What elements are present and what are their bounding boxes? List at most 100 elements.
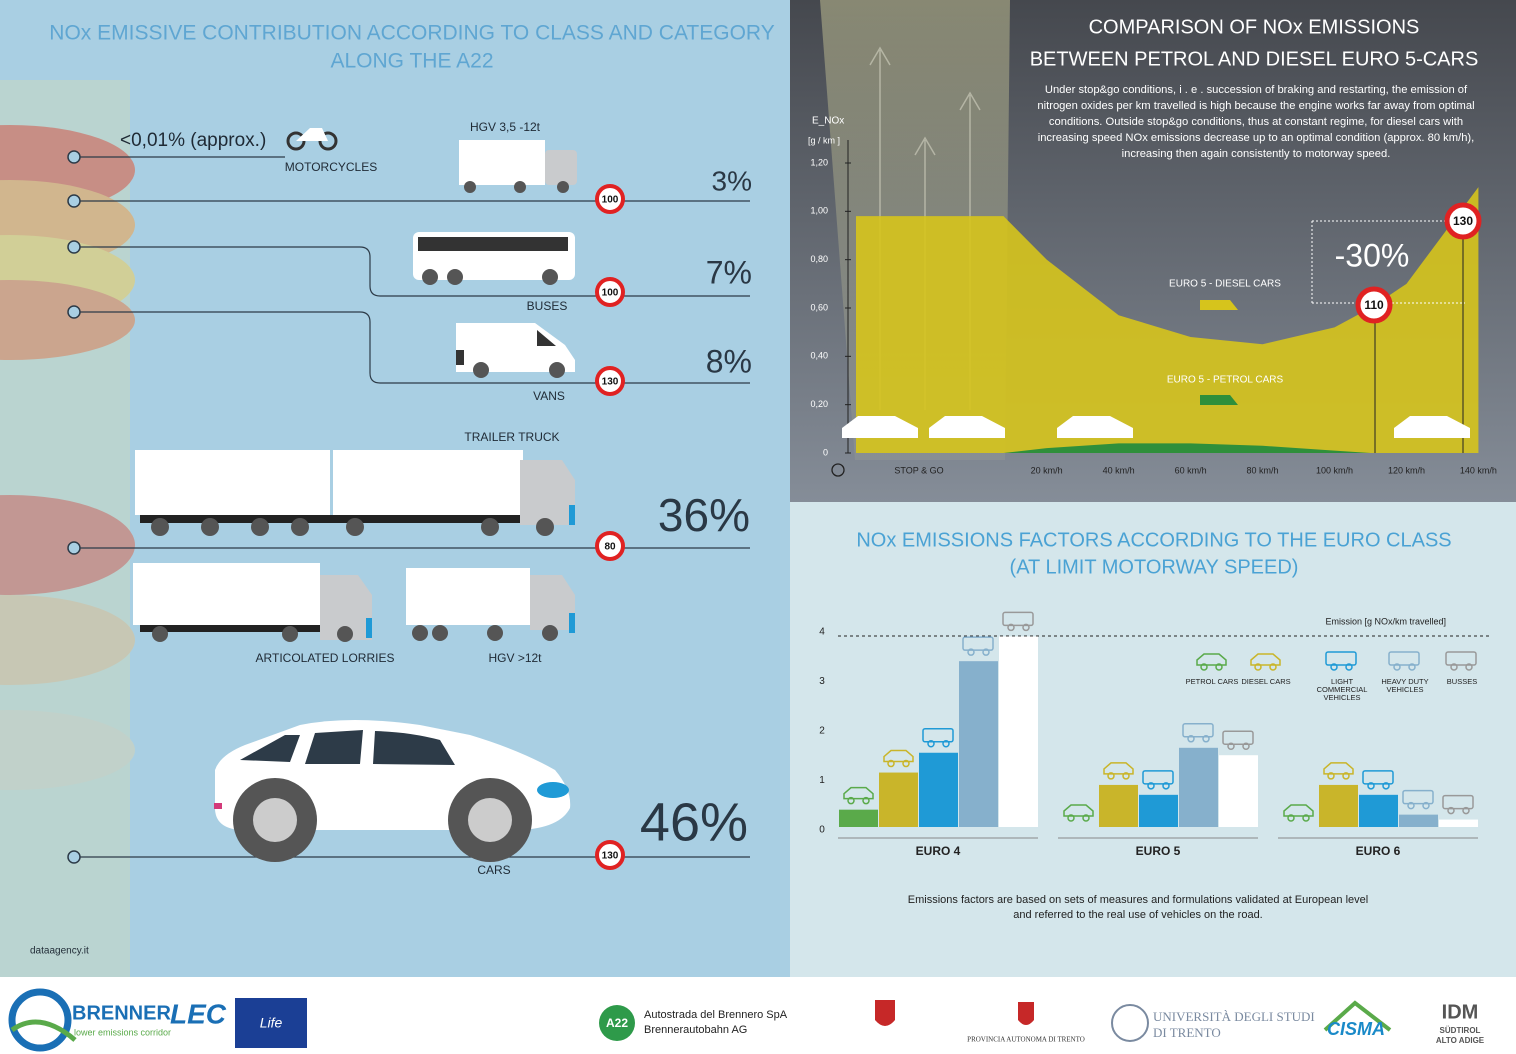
vehicle-icon [1202,735,1210,743]
y-axis-label: E_NOx [812,116,844,127]
vehicle-icon [1323,762,1354,775]
vehicle-icon [1330,663,1338,671]
legend-label: BUSSES [1446,677,1478,686]
logo-text: CISMA [1327,1019,1385,1039]
y-tick-label: 3 [819,676,825,687]
sign-posts [1374,238,1464,453]
title: ALONG THE A22 [330,50,493,73]
vehicle-icon [1122,772,1130,780]
category-label: TRAILER TRUCK [464,430,559,444]
vehicle-icon [982,648,990,656]
share-label: <0,01% (approx.) [120,130,266,151]
series-label: EURO 5 - PETROL CARS [1167,375,1284,386]
reduction-label: -30% [1335,237,1410,273]
lorry-icon [133,563,372,642]
bar [999,636,1038,827]
vehicle-icon [1250,653,1281,666]
y-tick-label: 1,20 [810,157,828,167]
vehicle-icon [1327,772,1335,780]
speed-limit: 130 [602,851,619,862]
vehicle-icon [922,728,954,743]
logo-text: IDM [1442,1001,1479,1023]
logo-text: A22 [606,1016,628,1030]
category-label: VANS [533,389,565,403]
share: 46% [640,792,748,852]
bar [1319,784,1358,827]
vehicle-icon [1002,611,1034,627]
bottom-right-panel [790,502,1516,977]
footer: BRENNER LEC lower emissions corridor Lif… [8,988,1485,1052]
speed-limit: 100 [602,288,619,299]
bar-chart: 0 1 2 3 4 EURO 4 EURO 5 EURO 6 [819,611,1478,858]
petrol-pump-icon [1200,395,1238,405]
y-tick-label: 0,60 [810,302,828,312]
bar [1099,784,1138,827]
series-label: EURO 5 - DIESEL CARS [1169,279,1281,290]
stop-and-go-label: STOP & GO [894,465,943,475]
vehicle-icon [962,636,994,651]
chart-title: NOx EMISSIONS FACTORS ACCORDING TO THE E… [856,529,1451,551]
speedometer-icon [831,463,845,477]
vehicle-icon [1345,663,1353,671]
vehicle-icon [967,648,975,656]
bar [1139,794,1178,827]
category-label: CARS [477,863,510,877]
vehicle-icon [1445,651,1477,666]
x-tick-label: EURO 6 [1356,844,1401,858]
vehicle-icon [883,749,914,763]
connectors [74,156,750,858]
logo-text: Brennerautobahn AG [644,1024,747,1036]
diesel-pump-icon [1200,300,1238,310]
vehicle-icon [843,786,874,800]
vehicle-icon [1200,663,1208,671]
vehicle-icon [1462,806,1470,815]
y-tick-label: 0,20 [810,399,828,409]
vehicle-icon [1407,801,1415,810]
vehicle-icon [1007,623,1015,632]
vehicle-icon [1082,814,1090,822]
share: 8% [706,343,752,379]
vehicle-icon [1067,814,1075,822]
x-tick-label: 100 km/h [1316,465,1353,475]
vehicle-icon [1382,782,1390,790]
x-tick-label: 20 km/h [1031,465,1063,475]
vehicle-icon [1450,663,1458,671]
bar [959,661,998,827]
chart-title: (AT LIMIT MOTORWAY SPEED) [1010,556,1299,578]
x-tick-label: 80 km/h [1247,465,1279,475]
logo-text: SÜDTIROL [1440,1026,1481,1035]
vehicle-icon [1103,762,1134,775]
legend-label: DIESEL CARS [1241,677,1291,686]
speed-sign [1355,286,1393,324]
category-label: HGV 3,5 -12t [470,120,541,134]
legend-label: HEAVY DUTY VEHICLES [1381,677,1429,694]
vehicle-icon [1287,814,1295,822]
x-tick-label: EURO 4 [916,844,961,858]
area [855,187,1479,453]
category-label: MOTORCYCLES [285,160,377,174]
vehicle-icon [1107,772,1115,780]
bar [1439,819,1478,827]
vehicle-icon [862,796,870,805]
vehicle-icon [1162,782,1170,790]
legend-label: PETROL CARS [1185,677,1239,686]
speed-sign [1444,202,1482,240]
vehicle-icon [1408,663,1416,671]
car-icon [214,720,571,862]
y-tick-label: 2 [819,726,825,737]
vehicle-icon [1325,651,1357,666]
chart-title: COMPARISON OF NOx EMISSIONS [1089,16,1420,38]
vehicle-icon [1465,663,1473,671]
vehicle-icon [1182,723,1214,738]
x-tick-label: 40 km/h [1103,465,1135,475]
connector-dots [67,150,81,864]
vehicle-icon [902,759,910,768]
x-tick-label: 120 km/h [1388,465,1425,475]
y-tick-label: 0 [819,825,825,836]
logo-text: lower emissions corridor [74,1027,171,1037]
title: NOx EMISSIVE CONTRIBUTION ACCORDING TO C… [49,22,774,45]
vehicle-icon [1227,742,1235,750]
logo-text: LEC [170,998,227,1029]
